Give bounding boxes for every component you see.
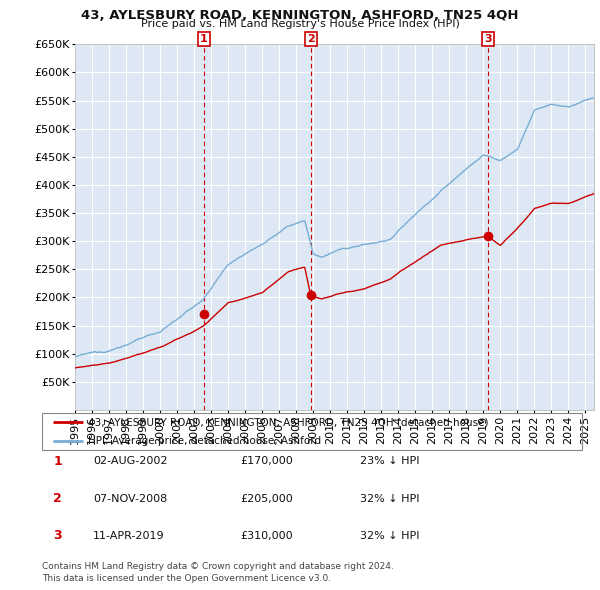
Text: Price paid vs. HM Land Registry's House Price Index (HPI): Price paid vs. HM Land Registry's House … <box>140 19 460 30</box>
Text: 02-AUG-2002: 02-AUG-2002 <box>93 457 167 466</box>
Text: 2: 2 <box>53 492 62 505</box>
Text: 23% ↓ HPI: 23% ↓ HPI <box>360 457 419 466</box>
Text: 1: 1 <box>200 34 208 44</box>
Text: 32% ↓ HPI: 32% ↓ HPI <box>360 494 419 503</box>
Text: HPI: Average price, detached house, Ashford: HPI: Average price, detached house, Ashf… <box>88 436 321 446</box>
Text: 2: 2 <box>307 34 314 44</box>
Text: £310,000: £310,000 <box>240 531 293 540</box>
Text: 07-NOV-2008: 07-NOV-2008 <box>93 494 167 503</box>
Text: 32% ↓ HPI: 32% ↓ HPI <box>360 531 419 540</box>
Text: 43, AYLESBURY ROAD, KENNINGTON, ASHFORD, TN25 4QH (detached house): 43, AYLESBURY ROAD, KENNINGTON, ASHFORD,… <box>88 417 488 427</box>
Text: 3: 3 <box>484 34 492 44</box>
Text: Contains HM Land Registry data © Crown copyright and database right 2024.
This d: Contains HM Land Registry data © Crown c… <box>42 562 394 583</box>
Text: 1: 1 <box>53 455 62 468</box>
Text: £205,000: £205,000 <box>240 494 293 503</box>
Text: 11-APR-2019: 11-APR-2019 <box>93 531 164 540</box>
Text: 3: 3 <box>53 529 62 542</box>
Text: 43, AYLESBURY ROAD, KENNINGTON, ASHFORD, TN25 4QH: 43, AYLESBURY ROAD, KENNINGTON, ASHFORD,… <box>81 9 519 22</box>
Text: £170,000: £170,000 <box>240 457 293 466</box>
